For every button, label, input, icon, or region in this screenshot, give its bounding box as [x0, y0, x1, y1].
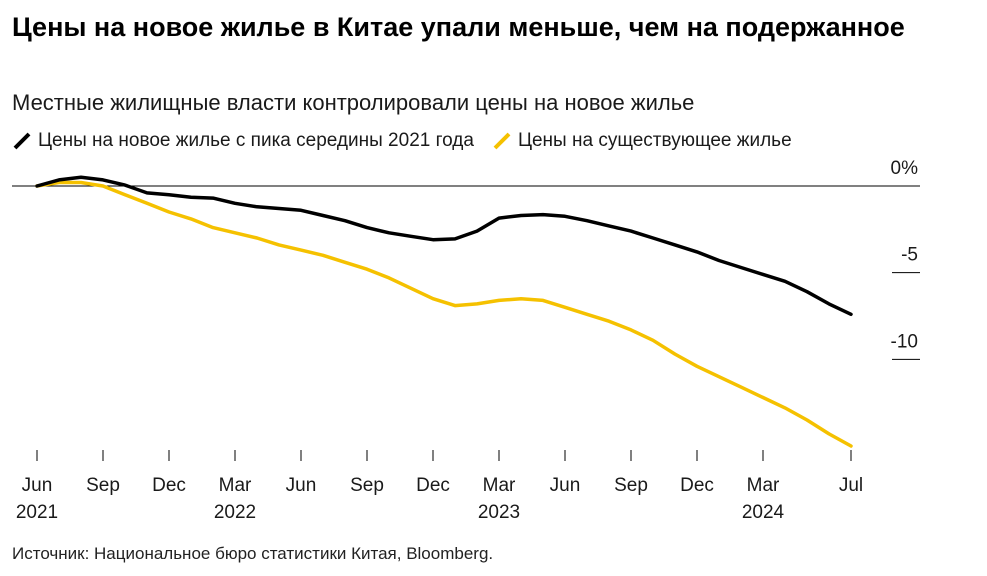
x-tick-label: Jul: [839, 475, 863, 496]
y-tick-label: -10: [891, 331, 918, 352]
chart-subtitle: Местные жилищные власти контролировали ц…: [12, 90, 695, 115]
legend-swatch-existing-housing: [493, 132, 511, 150]
x-tick-label: Jun: [550, 475, 581, 496]
x-tick-year-label: 2023: [478, 502, 520, 523]
source-note: Источник: Национальное бюро статистики К…: [12, 544, 494, 563]
x-tick-label: Mar: [219, 475, 252, 496]
legend-label-existing-housing: Цены на существующее жилье: [517, 130, 792, 151]
series-line-existing-housing: [35, 180, 853, 448]
series-layer: [35, 175, 853, 448]
x-tick-year-label: 2021: [16, 502, 58, 523]
series-line-new-housing: [35, 175, 853, 317]
legend-label-new-housing: Цены на новое жилье с пика середины 2021…: [38, 130, 474, 151]
x-axis: Jun 2021 Sep Dec Mar 2022 Jun Sep Dec Mar 2023 Jun S…: [16, 450, 863, 523]
x-tick-label: Mar: [483, 475, 516, 496]
x-tick-label: Sep: [614, 475, 648, 496]
chart-title: Цены на новое жилье в Китае упали меньше…: [12, 12, 905, 42]
x-tick-label: Dec: [152, 475, 186, 496]
x-tick-label: Jun: [286, 475, 317, 496]
legend-item-new-housing: Цены на новое жилье с пика середины 2021…: [12, 130, 474, 152]
x-tick-year-label: 2024: [742, 502, 785, 523]
x-tick-label: Sep: [86, 475, 120, 496]
x-tick-label: Sep: [350, 475, 384, 496]
x-tick-label: Jun: [22, 475, 53, 496]
y-tick-label: 0%: [891, 158, 919, 179]
y-tick-label: -5: [901, 245, 918, 266]
legend-item-existing-housing: Цены на существующее жилье: [492, 130, 792, 152]
chart-legend: Цены на новое жилье с пика середины 2021…: [12, 128, 792, 154]
legend-swatch-new-housing: [13, 132, 31, 150]
x-tick-label: Dec: [416, 475, 450, 496]
x-tick-year-label: 2022: [214, 502, 256, 523]
y-axis: 0% -5 -10: [12, 158, 920, 360]
x-tick-label: Mar: [747, 475, 780, 496]
x-tick-label: Dec: [680, 475, 714, 496]
